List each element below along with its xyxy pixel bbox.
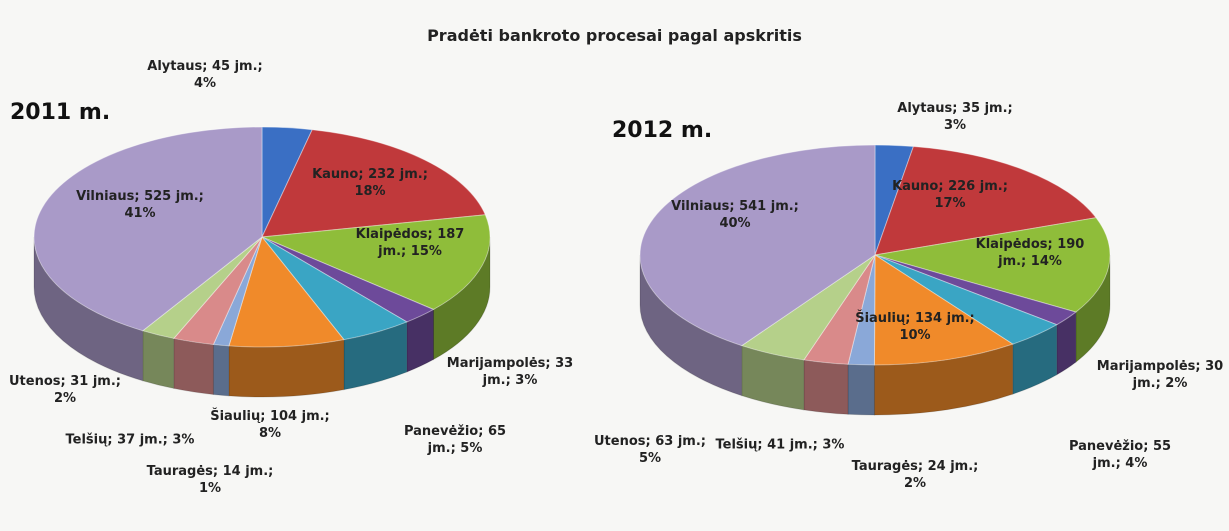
pie-slice xyxy=(141,236,263,339)
pie-slice xyxy=(873,254,1014,366)
pie-slice xyxy=(874,254,1058,345)
pie-slice xyxy=(740,254,876,361)
pie-title: 2011 m. xyxy=(10,100,111,125)
data-label: Šiaulių; 134 jm.; 10% xyxy=(855,311,975,343)
data-label: Vilniaus; 541 jm.; 40% xyxy=(671,199,799,231)
data-label: Klaipėdos; 187 jm.; 15% xyxy=(355,227,465,259)
data-label: Telšių; 41 jm.; 3% xyxy=(715,437,845,453)
pie-slice xyxy=(803,254,876,365)
pie-slice xyxy=(261,236,409,341)
data-label: Telšių; 37 jm.; 3% xyxy=(65,432,195,448)
pie-slice xyxy=(639,144,876,347)
data-label: Tauragės; 24 jm.; 2% xyxy=(851,459,979,491)
data-label: Panevėžio; 65 jm.; 5% xyxy=(403,424,507,456)
pie-slice xyxy=(172,236,263,346)
data-label: Kauno; 226 jm.; 17% xyxy=(892,179,1008,211)
data-label: Utenos; 63 jm.; 5% xyxy=(594,434,706,466)
data-label: Vilniaus; 525 jm.; 41% xyxy=(76,189,204,221)
pie-slice-side xyxy=(847,363,875,416)
pie-slice xyxy=(212,236,263,347)
pie-slice-side xyxy=(212,343,230,397)
data-label: Tauragės; 14 jm.; 1% xyxy=(146,464,274,496)
pie-slice xyxy=(874,254,1077,326)
pie-slice-side xyxy=(142,330,175,390)
pie-slice xyxy=(261,126,313,238)
data-label: Alytaus; 45 jm.; 4% xyxy=(147,59,263,91)
data-label: Panevėžio; 55 jm.; 4% xyxy=(1068,439,1172,471)
pie-slice-side xyxy=(173,337,214,396)
pie-slice xyxy=(847,254,876,366)
data-label: Utenos; 31 jm.; 2% xyxy=(9,374,121,406)
pie-slice xyxy=(874,145,1097,256)
pie-slice xyxy=(874,144,915,256)
pie-slice xyxy=(261,214,491,311)
pie-slice xyxy=(261,236,435,323)
pie-slice xyxy=(33,126,263,332)
pie-slice xyxy=(874,217,1111,313)
data-label: Klaipėdos; 190 jm.; 14% xyxy=(975,237,1085,269)
data-label: Šiaulių; 104 jm.; 8% xyxy=(210,409,330,441)
chart-title: Pradėti bankroto procesai pagal apskriti… xyxy=(427,26,802,45)
pie-slice-side xyxy=(343,321,408,391)
data-label: Kauno; 232 jm.; 18% xyxy=(312,167,428,199)
pie-title: 2012 m. xyxy=(612,118,713,143)
data-label: Alytaus; 35 jm.; 3% xyxy=(897,101,1013,133)
pie-slice-side xyxy=(803,359,849,415)
pie-slice xyxy=(228,235,345,348)
data-label: Marijampolės; 33 jm.; 3% xyxy=(446,356,574,388)
pie-slice-side xyxy=(228,339,345,398)
pie-slice xyxy=(261,129,487,238)
data-label: Marijampolės; 30 jm.; 2% xyxy=(1096,359,1224,391)
